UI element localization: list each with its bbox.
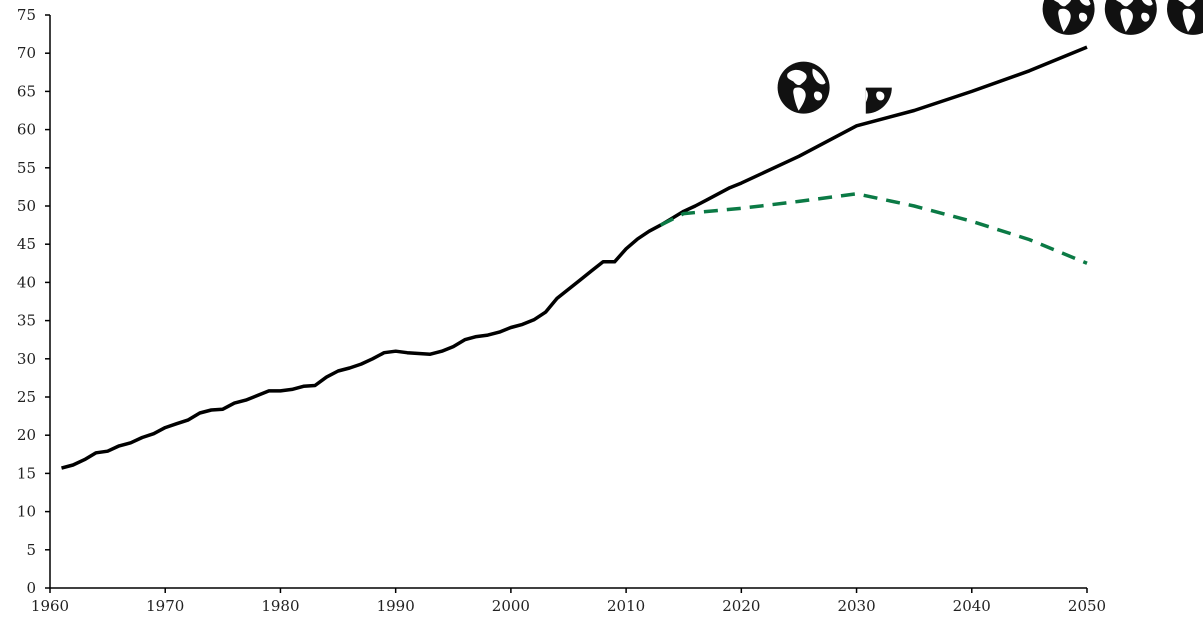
icon-layer [777,0,1203,114]
y-tick-label: 40 [17,273,36,291]
projection-series-line [659,192,1088,265]
y-tick-label: 75 [17,6,36,24]
y-tick-label: 20 [17,426,36,444]
y-tick-label: 35 [17,312,36,330]
x-tick-label: 2000 [492,597,530,615]
y-tick-label: 50 [17,197,36,215]
historical-series-line [61,45,1088,470]
y-tick-label: 30 [17,350,36,368]
y-tick-label: 25 [17,388,36,406]
x-tick-label: 2040 [953,597,991,615]
globe-icon [777,61,830,114]
series-layer [61,45,1088,470]
globe-icon [1042,0,1095,35]
x-tick-label: 2020 [722,597,760,615]
globe-icon [865,87,892,114]
x-tick-label: 1960 [31,597,69,615]
globe-icon [1167,0,1203,35]
y-tick-label: 65 [17,82,36,100]
y-tick-label: 45 [17,235,36,253]
x-tick-label: 1980 [261,597,299,615]
y-tick-label: 55 [17,159,36,177]
x-tick-label: 2030 [837,597,875,615]
x-tick-label: 2010 [607,597,645,615]
y-tick-label: 10 [17,503,36,521]
x-tick-label: 1970 [146,597,184,615]
y-tick-label: 0 [26,579,36,597]
axes: 0 5 10 15 20 25 30 35 40 45 50 55 60 65 70 75 1960 1970 19… [17,6,1106,615]
globe-icon [1104,0,1157,35]
y-tick-label: 5 [26,541,36,559]
y-tick-label: 70 [17,44,36,62]
x-tick-label: 2050 [1068,597,1106,615]
y-tick-label: 60 [17,121,36,139]
x-tick-label: 1990 [377,597,415,615]
y-tick-label: 15 [17,464,36,482]
